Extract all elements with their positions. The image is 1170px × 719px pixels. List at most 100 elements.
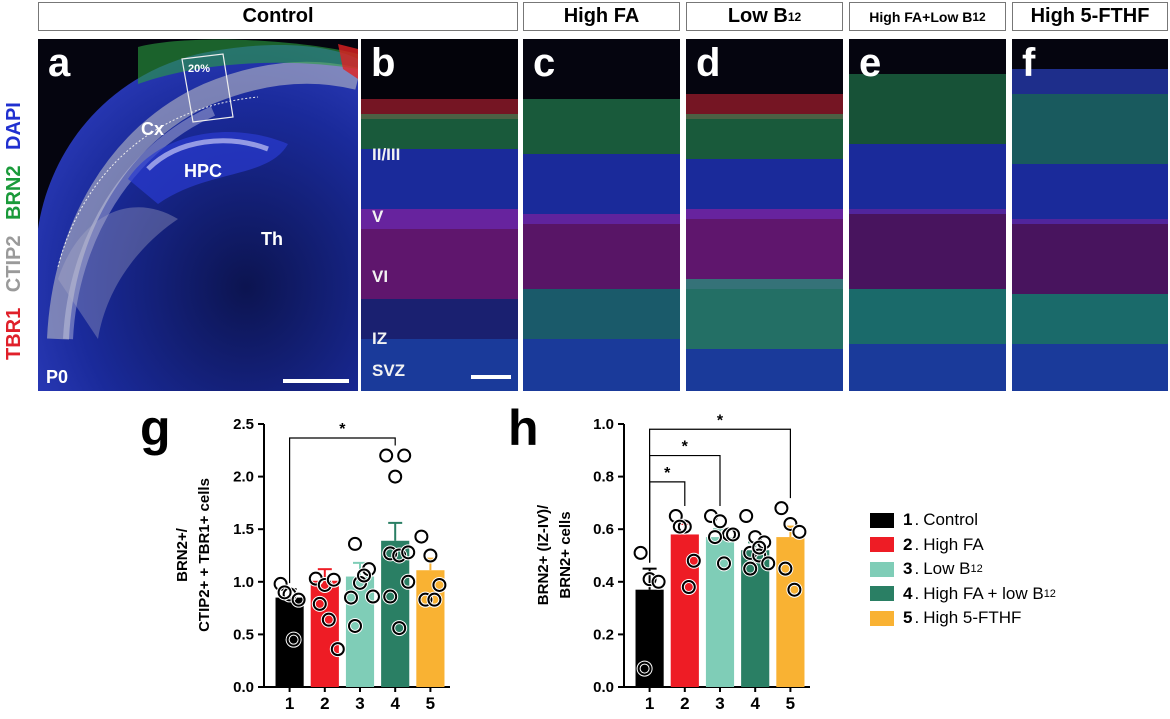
chart-g-point [348, 536, 362, 551]
chart-g: BRN2+/ CTIP2+ + TBR1+ cells 0.0 0.5 1.0 1.5… [174, 416, 450, 713]
chart-g-point [379, 448, 394, 463]
micrograph-panel-f: f [1012, 39, 1168, 391]
header-high-fa: High FA [523, 2, 680, 31]
chart-h-point [743, 561, 758, 576]
chart-g-xtick-label: 1 [285, 694, 294, 713]
chart-h-sig-star: * [682, 439, 689, 456]
panel-label-a: a [48, 41, 71, 85]
chart-h-point [792, 524, 807, 539]
stain-labels: TBR1 CTIP2 BRN2 DAPI [3, 102, 26, 360]
chart-h-sig-bracket [649, 428, 791, 563]
chart-g-point [414, 529, 429, 544]
chart-h-bar-5 [776, 537, 805, 687]
chart-h-ytick-label: 1.0 [593, 416, 614, 433]
layer-label-iz: IZ [372, 329, 388, 348]
sampling-box-label: 20% [188, 63, 211, 75]
header-high-5fthf: High 5-FTHF [1012, 2, 1168, 31]
chart-h-point [642, 572, 657, 587]
chart-g-point [383, 589, 398, 604]
chart-g-ytick-label: 1.0 [233, 574, 254, 591]
chart-g-point [432, 577, 447, 592]
chart-h-point [637, 661, 652, 676]
chart-h-xtick-label: 3 [715, 694, 724, 713]
chart-g-bar-2 [310, 580, 339, 687]
panel-label-b: b [371, 41, 396, 85]
layer-label-vi: VI [372, 267, 389, 286]
chart-g-sig-star: * [339, 421, 346, 438]
chart-h-point [761, 556, 776, 571]
header-low-b12: Low B 12 [686, 2, 843, 31]
chart-h-xtick-label: 5 [786, 694, 795, 713]
chart-h-ytick-label: 0.6 [593, 521, 614, 538]
chart-g-point [348, 618, 362, 633]
chart-g-bar-5 [416, 570, 445, 687]
thalamus-label: Th [261, 229, 283, 249]
chart-g-point [291, 592, 306, 607]
chart-h-point [726, 527, 740, 542]
chart-g-bar-4 [381, 540, 410, 687]
chart-h-point [787, 582, 802, 597]
hippocampus-label: HPC [184, 161, 223, 181]
chart-g-ytick-label: 2.0 [233, 469, 254, 486]
legend-item-control: 1. Control [870, 508, 1056, 533]
chart-h-point [774, 501, 789, 516]
header-high-fa-low-b12: High FA+Low B 12 [849, 2, 1006, 31]
chart-g-xtick-label: 2 [320, 694, 329, 713]
chart-g-sig-bracket [289, 437, 396, 584]
micrograph-panel-e: e [849, 39, 1006, 391]
tbr1-label: TBR1 [3, 307, 25, 360]
legend-item-high-5fthf: 5. High 5-FTHF [870, 606, 1056, 631]
micrograph-panel-b: b II/III V VI IZ SVZ [361, 39, 518, 391]
chart-g-xtick-label: 3 [355, 694, 364, 713]
chart-g-point [312, 596, 327, 611]
ctip2-label: CTIP2 [3, 235, 25, 293]
chart-g-point [344, 590, 358, 605]
cortex-label: Cx [141, 119, 165, 139]
chart-h-point [778, 561, 793, 576]
micrograph-panel-d: d [686, 39, 843, 391]
chart-h-ytick-label: 0.4 [593, 574, 615, 591]
layer-label-v: V [372, 207, 384, 226]
chart-g-point [366, 589, 380, 604]
chart-g-point [321, 612, 336, 627]
chart-g-point [383, 546, 398, 561]
layer-label-svz: SVZ [372, 361, 406, 380]
cortex-image-b [361, 39, 518, 391]
chart-h-xtick-label: 2 [680, 694, 689, 713]
chart-g-ylabel-2: CTIP2+ + TBR1+ cells [196, 478, 213, 632]
chart-h-bar-2 [670, 534, 699, 687]
chart-g-point [326, 572, 341, 587]
chart-g-xtick-label: 5 [426, 694, 435, 713]
scale-bar-a [283, 379, 349, 383]
legend-item-low-b12: 3. Low B 12 [870, 557, 1056, 582]
chart-g-xtick-label: 4 [390, 694, 400, 713]
chart-h-ylabel-1: BRN2+ (IZ-IV)/ [535, 504, 552, 605]
chart-g-point [418, 592, 433, 607]
chart-g-ytick-label: 1.5 [233, 521, 254, 538]
legend-item-high-fa: 2. High FA [870, 533, 1056, 558]
legend: 1. Control 2. High FA 3. Low B 12 4. High… [870, 508, 1056, 631]
chart-h-xtick-label: 1 [645, 694, 654, 713]
chart-g-point [330, 642, 345, 657]
chart-g-ytick-label: 0.0 [233, 679, 254, 696]
chart-h-point [783, 516, 798, 531]
chart-h-point [633, 545, 648, 560]
chart-g-point [423, 548, 438, 563]
brain-section-image [38, 39, 358, 391]
chart-g-point [392, 621, 407, 636]
chart-g-point [401, 574, 416, 589]
chart-h-ytick-label: 0.2 [593, 626, 614, 643]
panel-label-d: d [696, 41, 721, 85]
svg-text:BRN2+/: BRN2+/ [174, 527, 191, 582]
chart-h-sig-star: * [717, 412, 724, 429]
chart-h-ylabel-2: BRN2+ cells [557, 511, 574, 598]
chart-h-point [672, 519, 687, 534]
micrograph-panel-c: c [523, 39, 680, 391]
svg-text:BRN2+ (IZ-IV)/: BRN2+ (IZ-IV)/ [535, 504, 552, 605]
svg-text:BRN2+ cells: BRN2+ cells [557, 511, 574, 598]
panel-label-g: g [140, 400, 171, 456]
chart-h-point [717, 556, 731, 571]
cortex-image-d [686, 94, 843, 391]
panel-label-f: f [1022, 41, 1036, 85]
chart-g-point [401, 545, 416, 560]
